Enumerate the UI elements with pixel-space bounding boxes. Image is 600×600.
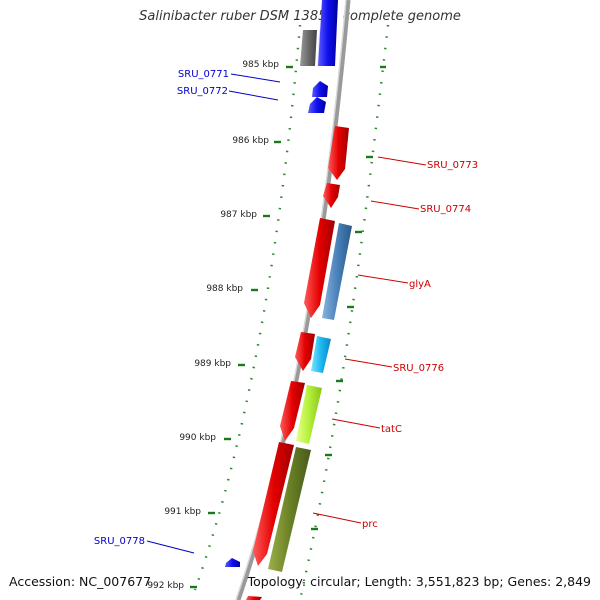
genome-summary-text: Topology: circular; Length: 3,551,823 bp… (247, 574, 591, 589)
feature-bar-blue (318, 0, 338, 66)
gene-label-tatc[interactable]: tatC (381, 424, 402, 435)
tick-label: 988 kbp (206, 284, 243, 294)
tick-label: 986 kbp (232, 136, 269, 146)
gene-label-sru-0776[interactable]: SRU_0776 (393, 363, 444, 374)
gene-label-sru-0773[interactable]: SRU_0773 (427, 160, 478, 171)
gene-label-sru-0772[interactable]: SRU_0772 (177, 86, 228, 97)
gene-label-sru-0774[interactable]: SRU_0774 (420, 204, 471, 215)
callout-line-sru-0778 (146, 540, 195, 554)
gene-label-glya[interactable]: glyA (409, 279, 431, 290)
kbp-axis-labels: 985 kbp 986 kbp 987 kbp 988 kbp 989 kbp … (147, 60, 279, 591)
gene-arrow-sru-0773[interactable] (328, 126, 349, 180)
gene-labels: SRU_0771 SRU_0772 SRU_0773 SRU_0774 glyA… (94, 69, 478, 547)
gene-label-sru-0778[interactable]: SRU_0778 (94, 536, 145, 547)
callout-line-sru-0774 (370, 200, 420, 210)
accession-text: Accession: NC_007677 (9, 574, 152, 589)
callout-line-sru-0772 (228, 90, 279, 101)
gene-arrow-prc-product (268, 447, 311, 572)
tick-label: 992 kbp (147, 581, 184, 591)
gene-arrow-sru-0776-product (311, 336, 331, 373)
tick-label: 989 kbp (194, 359, 231, 369)
gene-arrow-tatc-product (296, 385, 322, 444)
callout-line-prc (312, 512, 362, 524)
callout-lines (146, 73, 427, 554)
gene-arrow-prc[interactable] (253, 442, 294, 566)
tick-label: 985 kbp (242, 60, 279, 70)
tick-label: 987 kbp (220, 210, 257, 220)
gene-arrow-sru-0776[interactable] (295, 332, 315, 371)
callout-line-glya (357, 274, 409, 284)
gene-label-prc[interactable]: prc (362, 519, 378, 530)
gene-arrow-sru-0771[interactable] (312, 81, 328, 97)
gene-arrow-glya-product (322, 223, 352, 320)
inner-tick-marks (190, 65, 293, 589)
feature-bar-bottom (246, 596, 262, 600)
outer-tick-marks (311, 65, 386, 531)
callout-line-tatc (331, 418, 381, 429)
gene-arrow-tatc[interactable] (280, 381, 305, 441)
feature-bar-gray (300, 30, 317, 66)
gene-arrow-sru-0774[interactable] (323, 183, 340, 208)
gene-arrow-glya[interactable] (304, 218, 335, 318)
gene-label-sru-0771[interactable]: SRU_0771 (178, 69, 229, 80)
gene-arrow-sru-0778[interactable] (225, 558, 240, 567)
callout-line-sru-0773 (377, 156, 427, 166)
tick-label: 991 kbp (164, 507, 201, 517)
tick-label: 990 kbp (179, 433, 216, 443)
callout-line-sru-0776 (344, 358, 393, 368)
outer-guide-dotted (298, 24, 390, 600)
callout-line-sru-0771 (230, 73, 281, 83)
gene-arrow-sru-0772[interactable] (308, 97, 326, 113)
genome-title: Salinibacter ruber DSM 13855, complete g… (139, 9, 461, 24)
